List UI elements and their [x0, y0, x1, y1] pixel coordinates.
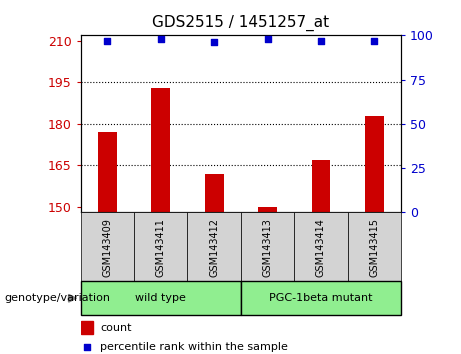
Bar	[151, 88, 170, 212]
Text: PGC-1beta mutant: PGC-1beta mutant	[269, 293, 373, 303]
Bar	[258, 207, 277, 212]
Bar	[188, 212, 241, 281]
Text: GSM143413: GSM143413	[263, 218, 272, 277]
Bar	[241, 212, 294, 281]
Point	[157, 36, 165, 42]
Bar	[98, 132, 117, 212]
Point	[264, 36, 271, 42]
Bar	[241, 281, 401, 315]
Point	[371, 38, 378, 44]
Bar	[134, 212, 188, 281]
Point	[211, 40, 218, 45]
Bar	[81, 281, 241, 315]
Bar	[294, 212, 348, 281]
Bar	[205, 174, 224, 212]
Text: genotype/variation: genotype/variation	[5, 293, 111, 303]
Text: GSM143415: GSM143415	[369, 218, 379, 277]
Bar	[348, 212, 401, 281]
Text: percentile rank within the sample: percentile rank within the sample	[100, 342, 288, 352]
Bar	[81, 212, 134, 281]
Bar	[365, 116, 384, 212]
Bar	[312, 160, 331, 212]
Bar	[81, 321, 94, 334]
Point	[317, 38, 325, 44]
Point	[83, 344, 91, 350]
Text: GSM143414: GSM143414	[316, 218, 326, 277]
Point	[104, 38, 111, 44]
Title: GDS2515 / 1451257_at: GDS2515 / 1451257_at	[152, 15, 330, 31]
Text: count: count	[100, 323, 131, 333]
Text: wild type: wild type	[136, 293, 186, 303]
Text: GSM143411: GSM143411	[156, 218, 166, 277]
Text: GSM143412: GSM143412	[209, 218, 219, 277]
Text: GSM143409: GSM143409	[102, 218, 112, 277]
